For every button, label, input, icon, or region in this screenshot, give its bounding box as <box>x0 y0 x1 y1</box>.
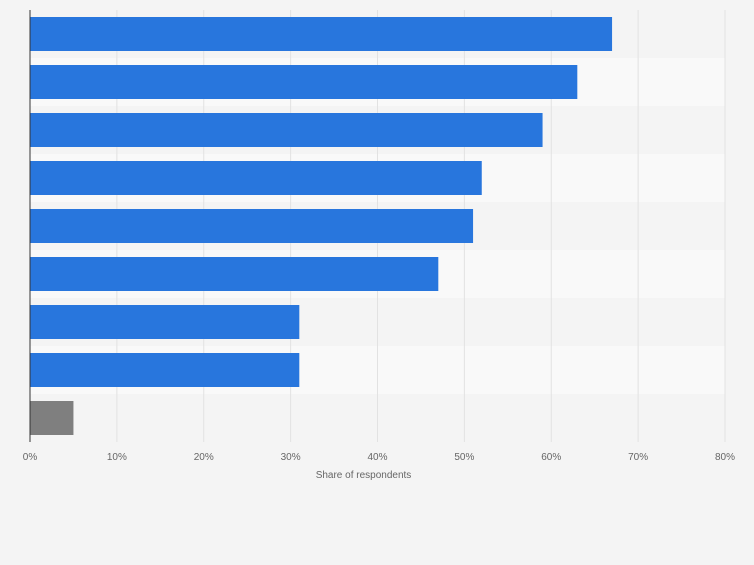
x-tick-label: 50% <box>454 452 474 463</box>
bar <box>30 305 300 339</box>
bars <box>30 17 613 435</box>
x-tick-label: 0% <box>23 452 38 463</box>
bar <box>30 65 578 99</box>
x-tick-label: 70% <box>628 452 648 463</box>
x-axis-title: Share of respondents <box>316 470 412 481</box>
x-tick-label: 60% <box>541 452 561 463</box>
bar <box>30 353 300 387</box>
bar <box>30 161 482 195</box>
bar <box>30 257 439 291</box>
x-tick-label: 80% <box>715 452 735 463</box>
x-tick-label: 30% <box>281 452 301 463</box>
bar <box>30 209 474 243</box>
x-tick-label: 20% <box>194 452 214 463</box>
bar <box>30 401 74 435</box>
bar <box>30 113 543 147</box>
x-tick-labels: 0% 10% 20% 30% 40% 50% 60% 70% 80% <box>23 452 735 463</box>
x-tick-label: 40% <box>367 452 387 463</box>
x-tick-label: 10% <box>107 452 127 463</box>
bar <box>30 17 613 51</box>
